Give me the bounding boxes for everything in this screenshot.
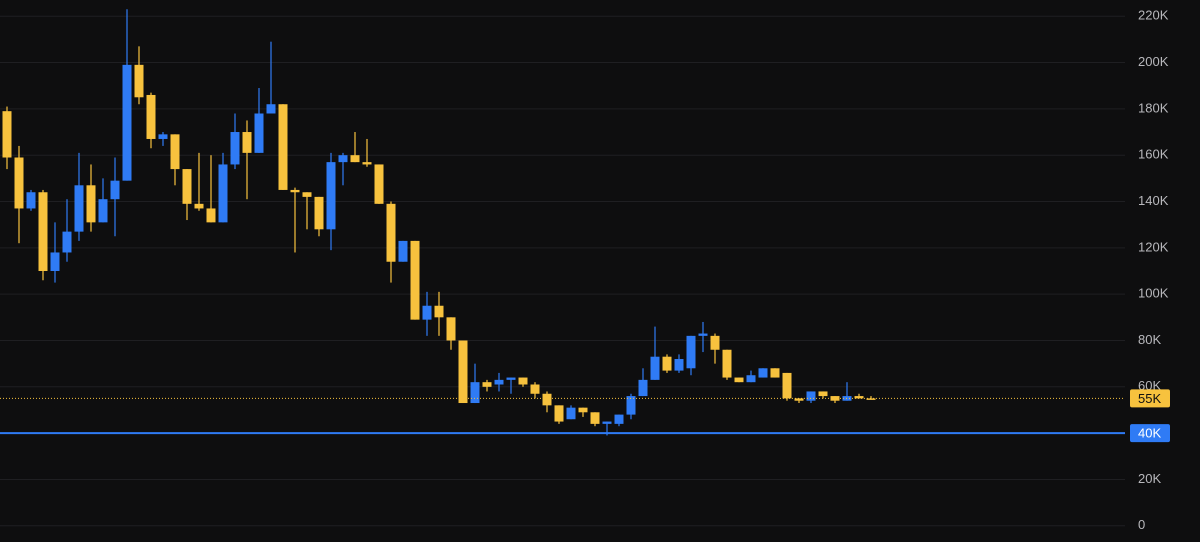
- y-tick-label: 200K: [1138, 54, 1169, 69]
- candle-body: [98, 199, 108, 223]
- candle-body: [758, 368, 768, 378]
- candle-body: [338, 155, 348, 163]
- candle-body: [158, 134, 168, 139]
- candle-body: [182, 169, 192, 204]
- candle-body: [818, 391, 828, 397]
- candle-body: [566, 407, 576, 420]
- candle-body: [854, 396, 864, 399]
- candle-body: [494, 379, 504, 385]
- candle-body: [26, 192, 36, 209]
- candle-body: [2, 111, 12, 158]
- candle-body: [134, 64, 144, 98]
- reference-label: 40K: [1138, 426, 1161, 441]
- candle-body: [74, 185, 84, 232]
- candle-body: [398, 240, 408, 262]
- candle-body: [362, 162, 372, 165]
- candle-body: [614, 414, 624, 424]
- candle-body: [542, 393, 552, 406]
- candle-body: [722, 349, 732, 378]
- candle-body: [386, 203, 396, 262]
- y-tick-label: 140K: [1138, 193, 1169, 208]
- candle-body: [674, 359, 684, 371]
- candle-body: [866, 398, 876, 400]
- candle-body: [110, 180, 120, 200]
- candle-body: [50, 252, 60, 271]
- candle-body: [302, 192, 312, 197]
- candle-body: [410, 240, 420, 320]
- candle-body: [434, 305, 444, 318]
- candle-body: [746, 375, 756, 383]
- candle-body: [506, 377, 516, 380]
- candle-body: [794, 398, 804, 401]
- candle-body: [650, 356, 660, 380]
- candle-body: [602, 421, 612, 424]
- candle-body: [638, 379, 648, 397]
- y-tick-label: 20K: [1138, 471, 1161, 486]
- candle-body: [278, 104, 288, 190]
- candle-body: [626, 396, 636, 415]
- candle-body: [770, 368, 780, 378]
- candle-body: [230, 132, 240, 165]
- candle-body: [374, 164, 384, 204]
- candle-body: [446, 317, 456, 341]
- y-tick-label: 0: [1138, 517, 1145, 532]
- y-tick-label: 180K: [1138, 100, 1169, 115]
- y-tick-label: 160K: [1138, 147, 1169, 162]
- reference-label: 55K: [1138, 391, 1161, 406]
- candle-body: [530, 384, 540, 394]
- candle-body: [242, 132, 252, 153]
- candle-body: [14, 157, 24, 209]
- candle-body: [206, 208, 216, 223]
- candle-body: [350, 155, 360, 163]
- candle-body: [326, 162, 336, 230]
- candle-body: [422, 305, 432, 320]
- candle-body: [686, 335, 696, 369]
- y-tick-label: 100K: [1138, 286, 1169, 301]
- candle-body: [266, 104, 276, 114]
- y-tick-label: 80K: [1138, 332, 1161, 347]
- candle-body: [554, 405, 564, 422]
- candle-body: [218, 164, 228, 223]
- candle-body: [578, 407, 588, 413]
- candle-body: [662, 356, 672, 371]
- candle-body: [122, 64, 132, 181]
- candle-body: [290, 189, 300, 193]
- y-tick-label: 120K: [1138, 239, 1169, 254]
- candle-body: [482, 382, 492, 387]
- candle-body: [806, 391, 816, 401]
- candle-body: [170, 134, 180, 170]
- candle-body: [146, 94, 156, 139]
- candle-body: [254, 113, 264, 153]
- candle-body: [314, 196, 324, 230]
- candle-body: [458, 340, 468, 404]
- candle-body: [194, 203, 204, 209]
- y-tick-label: 220K: [1138, 8, 1169, 23]
- candle-body: [698, 333, 708, 336]
- candle-body: [590, 412, 600, 424]
- candle-body: [734, 377, 744, 383]
- candle-body: [38, 192, 48, 271]
- reference-label-box: [1130, 389, 1170, 408]
- candle-body: [470, 382, 480, 404]
- candle-body: [518, 377, 528, 385]
- reference-label-box: [1130, 424, 1170, 443]
- candle-body: [782, 372, 792, 399]
- candle-body: [710, 335, 720, 350]
- candle-body: [86, 185, 96, 223]
- candle-body: [62, 231, 72, 253]
